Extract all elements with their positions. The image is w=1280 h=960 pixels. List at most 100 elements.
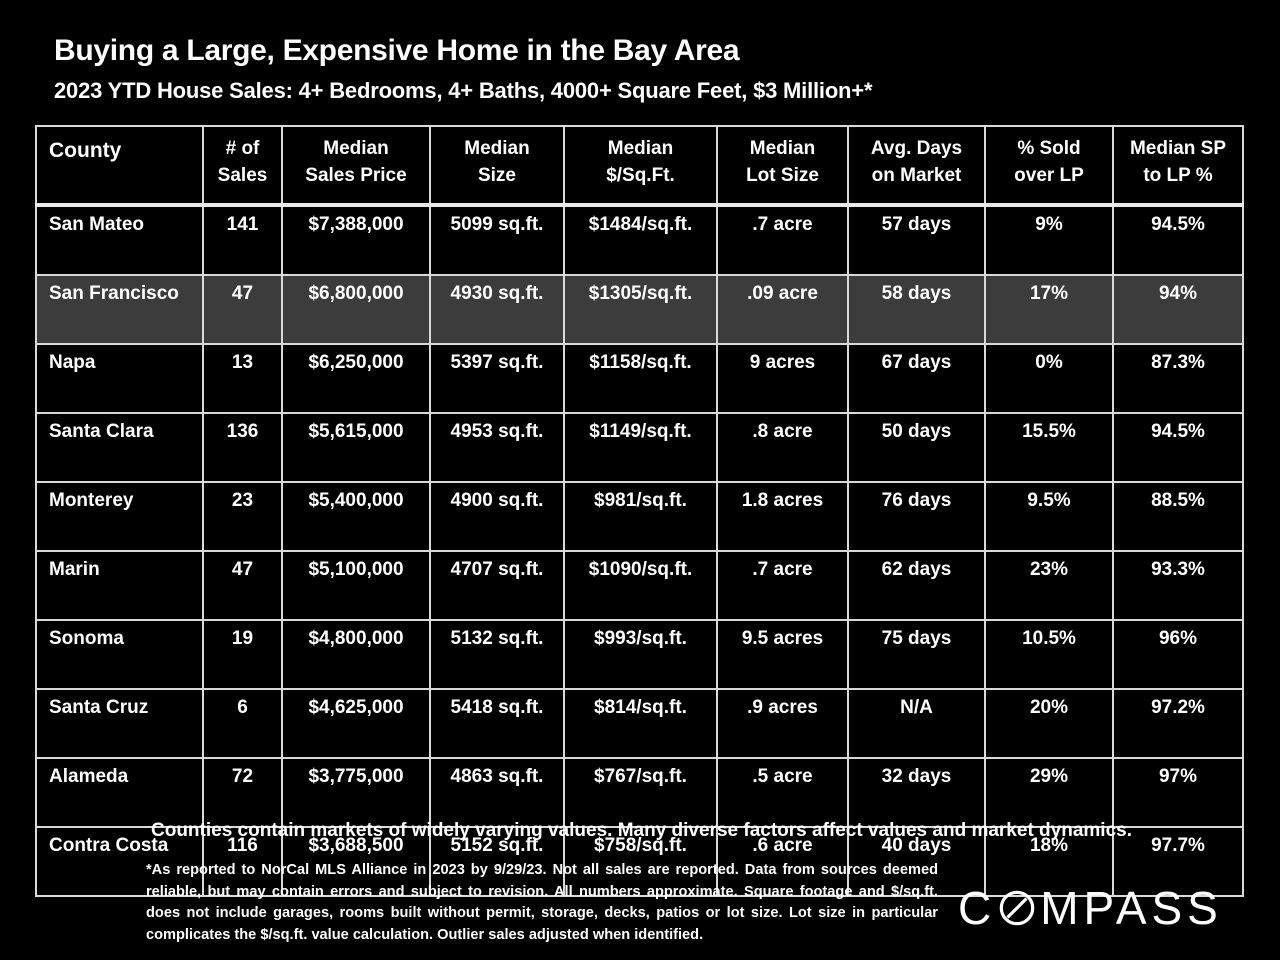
table-cell: $4,625,000: [281, 688, 431, 759]
table-cell: 141: [202, 204, 283, 276]
page-title: Buying a Large, Expensive Home in the Ba…: [54, 34, 740, 67]
table-row: Santa Clara 136 $5,615,000 4953 sq.ft. $1149…: [35, 412, 1244, 483]
county-cell: San Mateo: [35, 204, 204, 276]
county-cell: Santa Clara: [35, 412, 204, 483]
table-cell: $5,100,000: [281, 550, 431, 621]
column-header-line1: # of: [225, 138, 260, 159]
column-header-line1: Median: [749, 138, 816, 159]
table-cell: 93.3%: [1112, 550, 1244, 621]
sales-table: County # of Sales Median Sales Price Median Si…: [35, 125, 1244, 897]
table-cell: $1158/sq.ft.: [563, 343, 718, 414]
table-cell: $981/sq.ft.: [563, 481, 718, 552]
table-cell: $4,800,000: [281, 619, 431, 690]
page-subtitle: 2023 YTD House Sales: 4+ Bedrooms, 4+ Ba…: [54, 78, 873, 103]
table-cell: $767/sq.ft.: [563, 757, 718, 828]
table-cell: .7 acre: [716, 550, 849, 621]
table-row: San Mateo 141 $7,388,000 5099 sq.ft. $1484/s…: [35, 204, 1244, 276]
table-cell: 62 days: [847, 550, 986, 621]
table-cell: 4863 sq.ft.: [429, 757, 565, 828]
table-cell: 6: [202, 688, 283, 759]
column-header-4: Median $/Sq.Ft.: [563, 125, 718, 207]
column-header-line2: on Market: [871, 165, 962, 186]
column-header-line2: $/Sq.Ft.: [606, 165, 675, 186]
logo-letter-c: C: [958, 882, 997, 934]
table-cell: 87.3%: [1112, 343, 1244, 414]
table-cell: 5397 sq.ft.: [429, 343, 565, 414]
table-cell: 32 days: [847, 757, 986, 828]
table-cell: $1484/sq.ft.: [563, 204, 718, 276]
table-cell: 0%: [984, 343, 1114, 414]
table-cell: 94.5%: [1112, 412, 1244, 483]
table-row: Contra Costa 116 $3,688,500 5152 sq.ft. $758…: [35, 826, 1244, 897]
table-cell: 5132 sq.ft.: [429, 619, 565, 690]
table-cell: .8 acre: [716, 412, 849, 483]
table-cell: $6,800,000: [281, 274, 431, 345]
table-cell: 5152 sq.ft.: [429, 826, 565, 897]
table-cell: 9%: [984, 204, 1114, 276]
column-header-line2: Sales Price: [305, 165, 407, 186]
column-header-2: Median Sales Price: [281, 125, 431, 207]
table-cell: 5418 sq.ft.: [429, 688, 565, 759]
table-cell: .9 acres: [716, 688, 849, 759]
table-cell: $993/sq.ft.: [563, 619, 718, 690]
column-header-0: County: [35, 125, 204, 207]
table-cell: .6 acre: [716, 826, 849, 897]
table-cell: 17%: [984, 274, 1114, 345]
table-cell: 136: [202, 412, 283, 483]
footnote: *As reported to NorCal MLS Alliance in 2…: [146, 862, 938, 943]
table-cell: $3,775,000: [281, 757, 431, 828]
county-cell: San Francisco: [35, 274, 204, 345]
county-cell: Alameda: [35, 757, 204, 828]
table-cell: $758/sq.ft.: [563, 826, 718, 897]
county-cell: Sonoma: [35, 619, 204, 690]
column-header-line1: Median: [607, 138, 674, 159]
table-cell: $1149/sq.ft.: [563, 412, 718, 483]
column-header-line1: Avg. Days: [870, 138, 963, 159]
table-row: Sonoma 19 $4,800,000 5132 sq.ft. $993/sq.ft.…: [35, 619, 1244, 690]
table-cell: 97.7%: [1112, 826, 1244, 897]
column-header-line2: Size: [477, 165, 517, 186]
table-cell: 5099 sq.ft.: [429, 204, 565, 276]
table-cell: 57 days: [847, 204, 986, 276]
column-header-8: Median SP to LP %: [1112, 125, 1244, 207]
table-cell: 50 days: [847, 412, 986, 483]
table-cell: 40 days: [847, 826, 986, 897]
column-header-line2: Sales: [217, 165, 268, 186]
table-row: Monterey 23 $5,400,000 4900 sq.ft. $981/sq.f…: [35, 481, 1244, 552]
table-cell: 116: [202, 826, 283, 897]
table-cell: 9.5%: [984, 481, 1114, 552]
county-cell: Marin: [35, 550, 204, 621]
table-cell: 19: [202, 619, 283, 690]
table-cell: $814/sq.ft.: [563, 688, 718, 759]
table-cell: .7 acre: [716, 204, 849, 276]
table-cell: 4900 sq.ft.: [429, 481, 565, 552]
table-row: Napa 13 $6,250,000 5397 sq.ft. $1158/sq.ft. 9…: [35, 343, 1244, 414]
logo-letters-mpass: MPASS: [1040, 882, 1223, 934]
table-cell: $7,388,000: [281, 204, 431, 276]
column-header-line1: Median SP: [1129, 138, 1227, 159]
table-cell: 29%: [984, 757, 1114, 828]
table-cell: 88.5%: [1112, 481, 1244, 552]
table-cell: 97.2%: [1112, 688, 1244, 759]
table-cell: 76 days: [847, 481, 986, 552]
table-cell: 58 days: [847, 274, 986, 345]
county-cell: Napa: [35, 343, 204, 414]
table-cell: $3,688,500: [281, 826, 431, 897]
column-header-line2: over LP: [1014, 165, 1084, 186]
county-cell: Santa Cruz: [35, 688, 204, 759]
table-cell: 9 acres: [716, 343, 849, 414]
column-header-line2: to LP %: [1143, 165, 1213, 186]
table-row: Santa Cruz 6 $4,625,000 5418 sq.ft. $814/sq.…: [35, 688, 1244, 759]
table-cell: $5,400,000: [281, 481, 431, 552]
column-header-line1: Median: [464, 138, 530, 159]
table-body: San Mateo 141 $7,388,000 5099 sq.ft. $1484/s…: [35, 204, 1244, 897]
table-cell: 1.8 acres: [716, 481, 849, 552]
table-cell: 18%: [984, 826, 1114, 897]
table-cell: 4930 sq.ft.: [429, 274, 565, 345]
table-row: San Francisco 47 $6,800,000 4930 sq.ft. $130…: [35, 274, 1244, 345]
column-header-line1: Median: [323, 138, 389, 159]
compass-logo: C MPASS: [958, 880, 1230, 936]
column-header-6: Avg. Days on Market: [847, 125, 986, 207]
table-cell: 23%: [984, 550, 1114, 621]
table-cell: 15.5%: [984, 412, 1114, 483]
